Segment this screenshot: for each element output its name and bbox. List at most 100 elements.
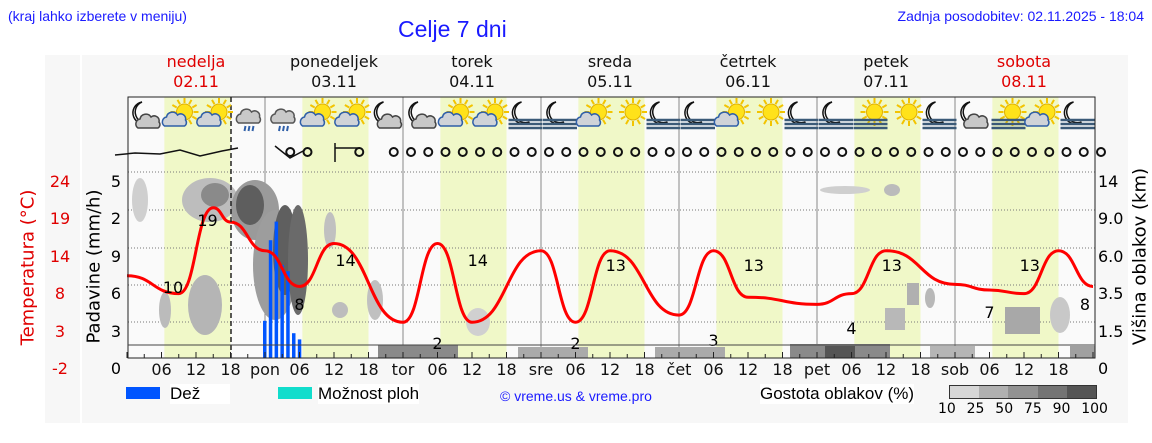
svg-text:14: 14 xyxy=(335,251,355,270)
cloud-density-ticks: 10 25 50 75 90 100 xyxy=(938,401,1108,417)
x-tick-label: 18 xyxy=(772,360,793,379)
gridlines xyxy=(128,97,1095,358)
sun-icon xyxy=(757,98,785,126)
x-tick-label: 12 xyxy=(737,360,759,379)
x-tick-label: 12 xyxy=(875,360,897,379)
showers-legend-swatch xyxy=(278,387,312,399)
x-tick-label: sob xyxy=(940,360,970,379)
rain-legend-swatch xyxy=(126,387,160,399)
temperature-line xyxy=(126,206,1094,324)
rain-axis-title: Padavine (mm/h) xyxy=(83,189,105,344)
x-tick-label: 12 xyxy=(323,360,345,379)
svg-text:7: 7 xyxy=(984,303,994,322)
x-tick-label: 18 xyxy=(358,360,379,379)
day-header-friday: petek 07.11 xyxy=(863,52,909,91)
x-tick-label: 18 xyxy=(220,360,241,379)
cloud-density-label: Gostota oblakov (%) xyxy=(760,384,915,404)
sun-cloud-icon xyxy=(472,98,509,127)
x-tick-label: pet xyxy=(803,360,831,379)
last-updated: Zadnja posodobitev: 02.11.2025 - 18:04 xyxy=(897,8,1144,24)
weather-icons-row xyxy=(132,98,1095,132)
svg-text:13: 13 xyxy=(882,256,902,275)
x-tick-label: 06 xyxy=(289,360,310,379)
svg-text:13: 13 xyxy=(606,256,626,275)
svg-text:10: 10 xyxy=(163,278,183,297)
location-hint: (kraj lahko izberete v meniju) xyxy=(8,8,187,24)
sun-cloud-icon xyxy=(437,98,475,127)
x-tick-label: tor xyxy=(391,360,415,379)
x-tick-label: 06 xyxy=(565,360,586,379)
x-tick-label: 18 xyxy=(634,360,655,379)
x-tick-label: 06 xyxy=(427,360,448,379)
rain-cloud-icon xyxy=(235,108,262,132)
svg-text:13: 13 xyxy=(744,256,764,275)
sun-cloud-icon xyxy=(1024,98,1061,127)
svg-text:2: 2 xyxy=(570,334,580,353)
x-tick-label: 18 xyxy=(496,360,517,379)
day-header-tuesday: torek 04.11 xyxy=(449,52,495,91)
day-header-saturday: sobota 08.11 xyxy=(996,52,1052,91)
moon-fog-icon xyxy=(543,101,577,130)
x-tick-label: 12 xyxy=(1013,360,1035,379)
x-tick-label: 12 xyxy=(461,360,483,379)
sun-fog-icon xyxy=(991,98,1027,130)
showers-legend-label: Možnost ploh xyxy=(318,384,420,404)
moon-fog-icon xyxy=(646,101,681,130)
day-header-thursday: četrtek 06.11 xyxy=(719,52,777,91)
day-header-wednesday: sreda 05.11 xyxy=(587,52,633,91)
x-tick-label: čet xyxy=(666,360,692,379)
moon-fog-icon xyxy=(819,101,853,130)
moon-cloud-icon xyxy=(960,101,989,129)
svg-text:19: 19 xyxy=(197,211,217,230)
cloud-density-scale xyxy=(949,385,1097,399)
x-tick-label: sre xyxy=(528,360,554,379)
x-tick-label: 12 xyxy=(185,360,207,379)
svg-text:8: 8 xyxy=(294,295,304,314)
moon-fog-icon xyxy=(508,101,543,130)
moon-fog-icon xyxy=(922,101,957,130)
svg-text:14: 14 xyxy=(468,251,488,270)
daytime-bands xyxy=(164,97,1059,358)
svg-text:3: 3 xyxy=(708,331,718,350)
temp-axis-title: Temperatura (°C) xyxy=(17,189,39,346)
moon-fog-icon xyxy=(681,101,715,130)
x-tick-label: 18 xyxy=(910,360,931,379)
svg-text:8: 8 xyxy=(1080,295,1090,314)
x-tick-label: 06 xyxy=(151,360,172,379)
temp-ticks: 24 19 14 8 3 -2 xyxy=(49,172,71,379)
x-tick-label: 06 xyxy=(979,360,1000,379)
cloud-density-layer xyxy=(132,178,1095,358)
svg-text:4: 4 xyxy=(846,319,856,338)
x-tick-label: 12 xyxy=(599,360,621,379)
sun-cloud-icon xyxy=(161,98,199,127)
moon-fog-icon xyxy=(784,101,819,130)
moon-cloud-icon xyxy=(373,101,403,129)
sun-fog-icon xyxy=(853,98,889,130)
sun-icon xyxy=(895,98,923,126)
sun-cloud-icon xyxy=(196,98,233,127)
temperature-annotations: 10 19 8 14 2 14 2 13 3 13 4 13 7 13 8 xyxy=(163,211,1090,353)
svg-text:2: 2 xyxy=(432,334,442,353)
svg-text:13: 13 xyxy=(1020,256,1040,275)
sun-cloud-icon xyxy=(299,98,337,127)
x-tick-label: pon xyxy=(249,360,281,379)
rain-bars xyxy=(263,221,302,358)
moon-fog-icon xyxy=(1060,101,1095,130)
x-tick-label: 06 xyxy=(703,360,724,379)
cloud-height-ticks: 14 9.0 6.0 3.5 1.5 0 xyxy=(1098,172,1124,379)
moon-cloud-icon xyxy=(132,101,161,129)
left-panel xyxy=(45,55,80,423)
day-header-sunday: nedelja 02.11 xyxy=(166,52,226,91)
cloud-axis-title: Višina oblakov (km) xyxy=(1129,167,1151,346)
rain-cloud-icon xyxy=(270,108,296,132)
sun-cloud-icon xyxy=(575,98,613,127)
rain-legend-label: Dež xyxy=(170,384,231,404)
sun-icon xyxy=(619,98,647,126)
moon-cloud-icon xyxy=(408,101,437,129)
rain-axis-title-wrap: Padavine (mm/h) xyxy=(82,172,106,362)
copyright-link[interactable]: © vreme.us & vreme.pro xyxy=(500,388,652,404)
day-header-monday: ponedeljek 03.11 xyxy=(290,52,378,91)
x-tick-label: 06 xyxy=(841,360,862,379)
